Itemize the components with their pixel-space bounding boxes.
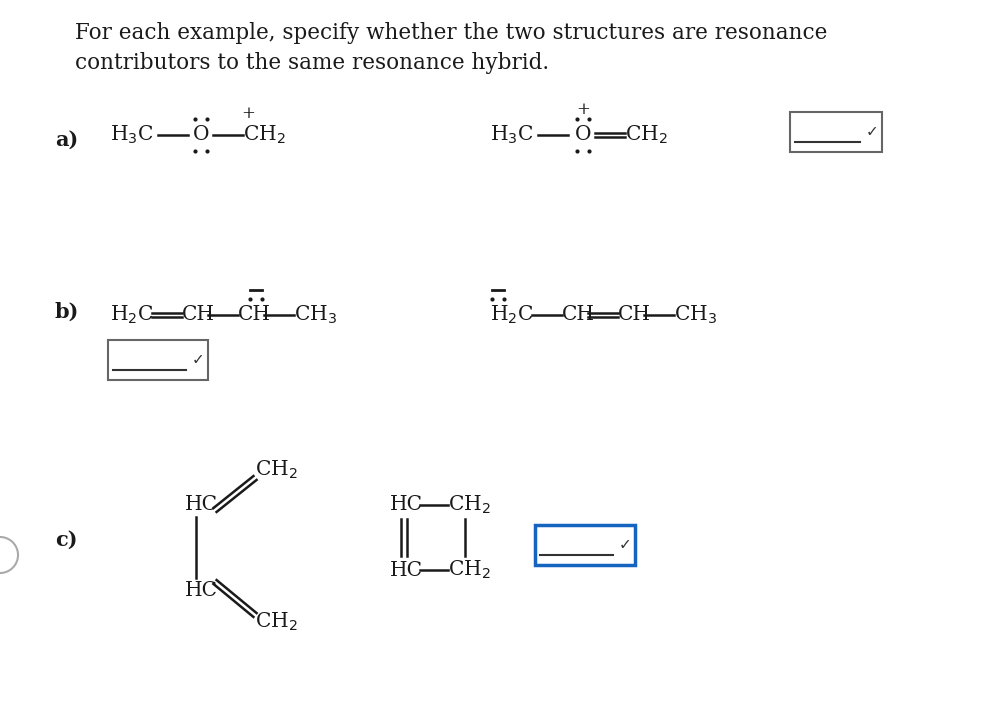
Text: ✓: ✓ — [618, 537, 631, 552]
Text: CH$_2$: CH$_2$ — [447, 494, 490, 516]
Text: ✓: ✓ — [865, 124, 878, 139]
Text: +: + — [576, 100, 590, 118]
Text: CH$_2$: CH$_2$ — [255, 611, 297, 633]
Text: CH: CH — [182, 306, 215, 325]
Text: H$_2$C: H$_2$C — [110, 304, 153, 326]
Text: a): a) — [55, 130, 78, 150]
Text: CH$_3$: CH$_3$ — [294, 304, 337, 326]
Text: For each example, specify whether the two structures are resonance: For each example, specify whether the tw… — [75, 22, 826, 44]
Text: CH: CH — [562, 306, 595, 325]
FancyBboxPatch shape — [108, 340, 208, 380]
Text: HC: HC — [185, 581, 218, 600]
Text: c): c) — [55, 530, 77, 550]
Text: CH$_2$: CH$_2$ — [255, 459, 297, 481]
Text: CH: CH — [618, 306, 650, 325]
Text: ✓: ✓ — [192, 353, 205, 367]
Text: H$_3$C: H$_3$C — [110, 124, 153, 146]
Text: CH$_2$: CH$_2$ — [625, 124, 667, 146]
Text: H$_3$C: H$_3$C — [489, 124, 533, 146]
Text: HC: HC — [185, 496, 218, 515]
Text: HC: HC — [389, 560, 422, 579]
Text: H$_2$C: H$_2$C — [489, 304, 533, 326]
Text: O: O — [574, 126, 591, 144]
FancyBboxPatch shape — [789, 112, 881, 152]
Text: O: O — [193, 126, 209, 144]
Text: contributors to the same resonance hybrid.: contributors to the same resonance hybri… — [75, 52, 549, 74]
FancyBboxPatch shape — [535, 525, 634, 565]
Text: CH$_3$: CH$_3$ — [673, 304, 716, 326]
Text: +: + — [241, 105, 255, 121]
Text: b): b) — [55, 302, 79, 322]
Text: CH$_2$: CH$_2$ — [447, 559, 490, 581]
Text: CH$_2$: CH$_2$ — [243, 124, 286, 146]
Text: CH: CH — [238, 306, 271, 325]
Text: HC: HC — [389, 496, 422, 515]
